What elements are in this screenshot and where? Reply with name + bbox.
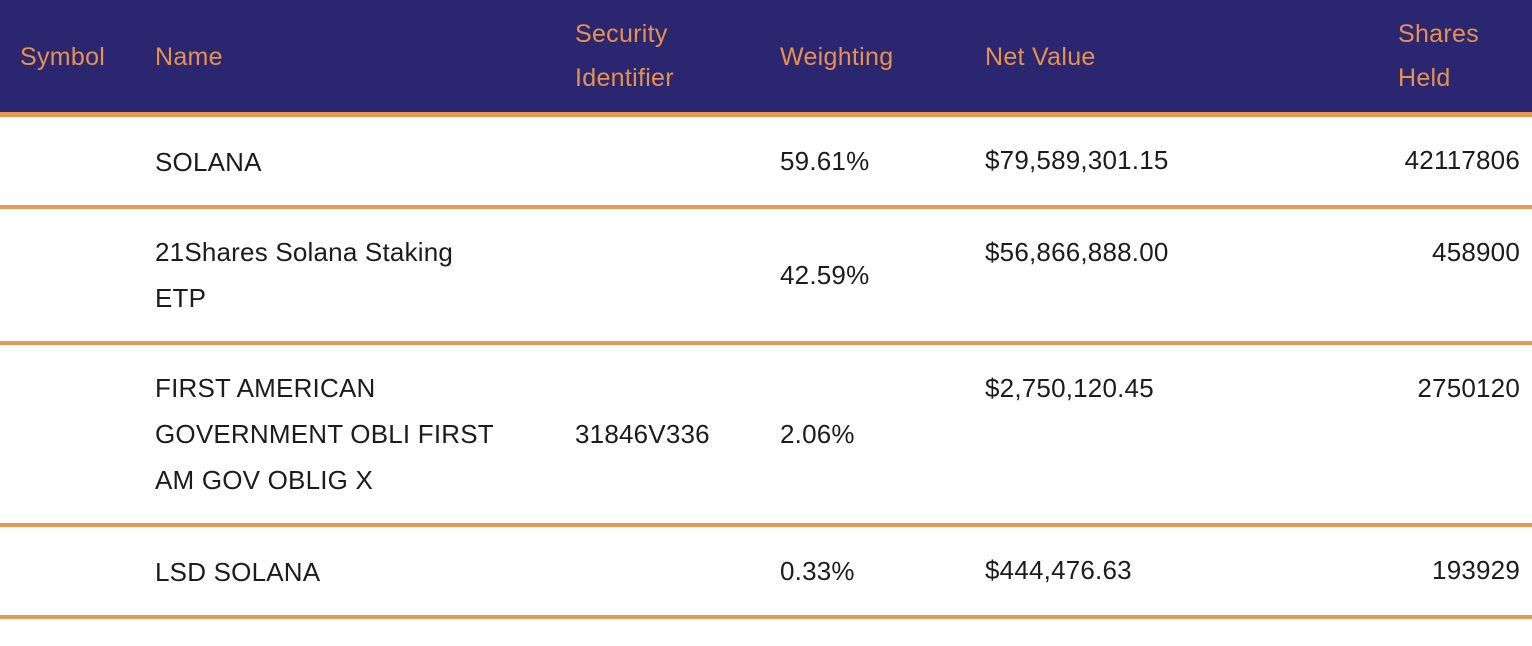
table-row: 21Shares Solana Staking ETP 42.59% $56,8… (0, 207, 1532, 346)
cell-shares-held: 2750120 (1230, 343, 1532, 528)
column-header-name-label: Name (155, 42, 223, 71)
cell-name: FIRST AMERICAN GOVERNMENT OBLI FIRST AM … (135, 343, 555, 528)
cell-name-text: Cash & Other (155, 641, 315, 646)
column-header-weighting-label: Weighting (780, 42, 894, 71)
cell-symbol (0, 617, 135, 646)
cell-weighting: 0.33% (760, 525, 965, 620)
table-row: Cash & Other -4.60% $-6,138,016.80 -6138… (0, 617, 1532, 646)
cell-shares-held: 193929 (1230, 525, 1532, 620)
column-header-security-identifier-label: Security Identifier (575, 20, 674, 92)
header-row: Symbol Name Security Identifier Weightin… (0, 0, 1532, 117)
cell-net-value: $2,750,120.45 (965, 343, 1230, 528)
column-header-symbol: Symbol (0, 0, 135, 117)
cell-weighting: 59.61% (760, 114, 965, 210)
cell-security-identifier: 31846V336 (555, 343, 760, 528)
column-header-net-value-label: Net Value (985, 42, 1096, 71)
cell-symbol (0, 525, 135, 620)
cell-name: 21Shares Solana Staking ETP (135, 207, 555, 346)
table-row: FIRST AMERICAN GOVERNMENT OBLI FIRST AM … (0, 343, 1532, 528)
cell-name: LSD SOLANA (135, 525, 555, 620)
cell-security-identifier (555, 207, 760, 346)
cell-net-value: $444,476.63 (965, 525, 1230, 620)
column-header-net-value: Net Value (965, 0, 1230, 117)
cell-shares-held: 458900 (1230, 207, 1532, 346)
column-header-security-identifier: Security Identifier (555, 0, 760, 117)
table-row: SOLANA 59.61% $79,589,301.15 42117806 (0, 114, 1532, 210)
cell-weighting: 2.06% (760, 343, 965, 528)
cell-name-text: SOLANA (155, 147, 262, 178)
cell-name: Cash & Other (135, 617, 555, 646)
column-header-name: Name (135, 0, 555, 117)
cell-name-text: FIRST AMERICAN GOVERNMENT OBLI FIRST AM … (155, 373, 494, 496)
cell-name-text: LSD SOLANA (155, 557, 321, 588)
cell-name: SOLANA (135, 114, 555, 210)
cell-net-value: $-6,138,016.80 (965, 617, 1230, 646)
table-row: LSD SOLANA 0.33% $444,476.63 193929 (0, 525, 1532, 620)
column-header-weighting: Weighting (760, 0, 965, 117)
cell-symbol (0, 207, 135, 346)
cell-symbol (0, 343, 135, 528)
cell-security-identifier (555, 617, 760, 646)
cell-shares-held: 42117806 (1230, 114, 1532, 210)
cell-shares-held: -6138017 (1230, 617, 1532, 646)
column-header-symbol-label: Symbol (20, 42, 106, 71)
cell-security-identifier (555, 114, 760, 210)
cell-net-value: $79,589,301.15 (965, 114, 1230, 210)
column-header-shares-held: Shares Held (1230, 0, 1532, 117)
cell-symbol (0, 114, 135, 210)
column-header-shares-held-label: Shares Held (1398, 20, 1480, 92)
cell-name-text: 21Shares Solana Staking ETP (155, 237, 454, 314)
cell-net-value: $56,866,888.00 (965, 207, 1230, 346)
cell-security-identifier (555, 525, 760, 620)
cell-weighting: -4.60% (760, 617, 965, 646)
cell-weighting: 42.59% (760, 207, 965, 346)
